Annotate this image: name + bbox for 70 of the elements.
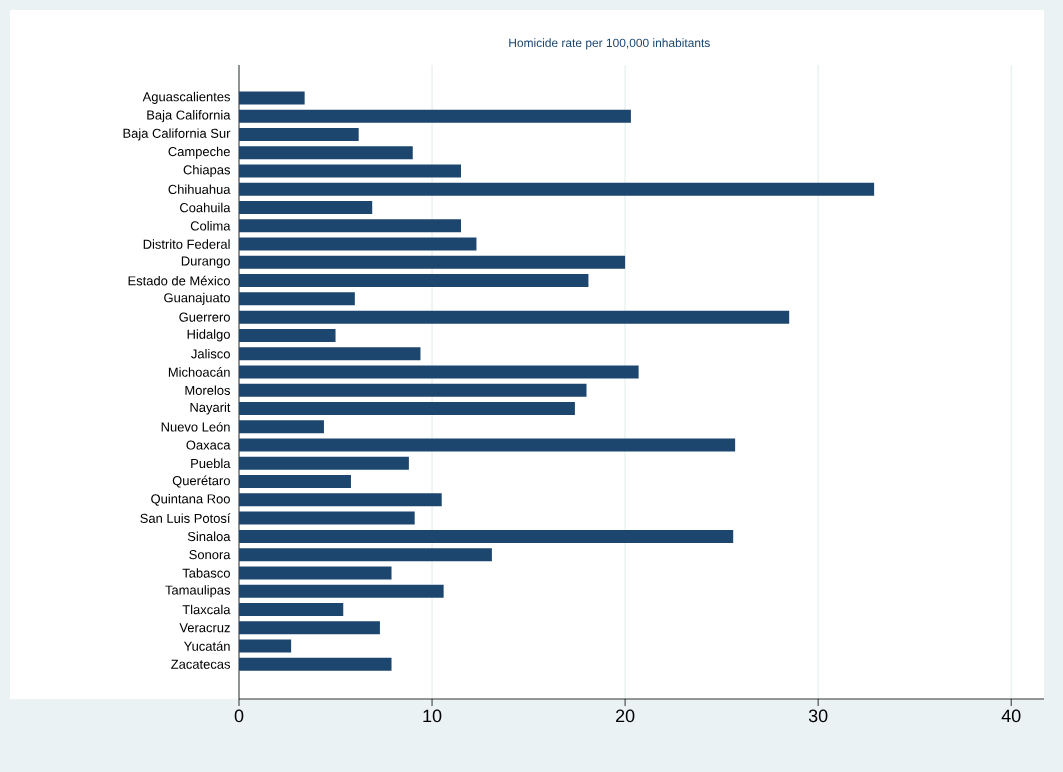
y-tick-label: Durango <box>181 256 230 269</box>
bar <box>239 420 324 434</box>
y-tick-label: Colima <box>190 221 231 231</box>
y-tick-label: Jalisco <box>191 348 230 359</box>
bar <box>239 438 736 452</box>
bar <box>239 109 631 123</box>
y-tick-label: Yucatán <box>183 641 230 651</box>
bar <box>239 255 626 269</box>
bar <box>239 274 589 288</box>
y-tick-label: Chiapas <box>183 164 231 177</box>
bar <box>239 383 587 397</box>
chart-title: Homicide rate per 100,000 inhabitants <box>509 38 710 50</box>
y-tick-label: Guerrero <box>179 312 230 322</box>
bar <box>239 127 359 141</box>
y-tick-label: Michoacán <box>168 367 230 377</box>
y-tick-label: Nayarit <box>190 402 231 415</box>
bar <box>239 621 380 635</box>
bar <box>239 548 492 562</box>
y-tick-label: Nuevo León <box>161 421 230 432</box>
bar <box>239 365 639 379</box>
y-tick-label: Chihuahua <box>168 184 231 194</box>
bar <box>239 164 462 178</box>
bar <box>239 475 351 489</box>
y-tick-label: Querétaro <box>172 475 230 488</box>
bar <box>239 602 344 616</box>
y-tick-label: Sonora <box>189 550 231 560</box>
x-tick-label: 10 <box>423 709 442 723</box>
bar <box>239 310 790 324</box>
y-tick-label: Tabasco <box>182 568 230 578</box>
y-tick-label: Baja California Sur <box>123 128 231 141</box>
bar <box>239 328 336 342</box>
y-tick-label: Zacatecas <box>171 659 231 669</box>
y-tick-label: Puebla <box>191 458 231 469</box>
y-tick-label: Baja California <box>147 110 231 123</box>
x-tick-label: 30 <box>808 709 828 723</box>
bar <box>239 639 292 653</box>
x-tick-label: 40 <box>1001 709 1021 723</box>
y-tick-label: Campeche <box>168 146 230 159</box>
y-tick-label: Distrito Federal <box>143 239 230 249</box>
bar <box>239 182 875 196</box>
y-tick-label: Quintana Roo <box>151 493 230 506</box>
y-tick-label: Sinaloa <box>187 531 231 542</box>
bar <box>239 91 305 105</box>
bar <box>239 566 392 580</box>
y-tick-label: Veracruz <box>179 623 230 633</box>
bar <box>239 456 409 470</box>
y-tick-label: Guanajuato <box>164 292 230 305</box>
y-tick-label: Tamaulipas <box>165 585 231 598</box>
y-tick-label: Morelos <box>185 385 231 395</box>
x-tick-label: 0 <box>234 709 244 723</box>
bar <box>239 237 477 251</box>
bar <box>239 401 575 415</box>
y-tick-label: Coahuila <box>180 202 231 213</box>
bar <box>239 201 373 214</box>
bar <box>239 529 734 543</box>
bar <box>239 584 444 598</box>
bar <box>239 219 462 233</box>
bar <box>239 146 413 160</box>
bar <box>239 347 421 361</box>
y-tick-label: Aguascalientes <box>142 91 231 104</box>
bar <box>239 511 415 525</box>
y-tick-label: San Luis Potosí <box>140 513 231 523</box>
y-tick-label: Tlaxcala <box>182 604 231 615</box>
bar <box>239 657 392 671</box>
bar <box>239 292 355 306</box>
bar <box>239 493 442 507</box>
y-tick-label: Estado de México <box>128 275 230 286</box>
y-tick-label: Hidalgo <box>187 329 230 342</box>
x-tick-label: 20 <box>616 709 635 723</box>
y-tick-label: Oaxaca <box>186 440 231 450</box>
